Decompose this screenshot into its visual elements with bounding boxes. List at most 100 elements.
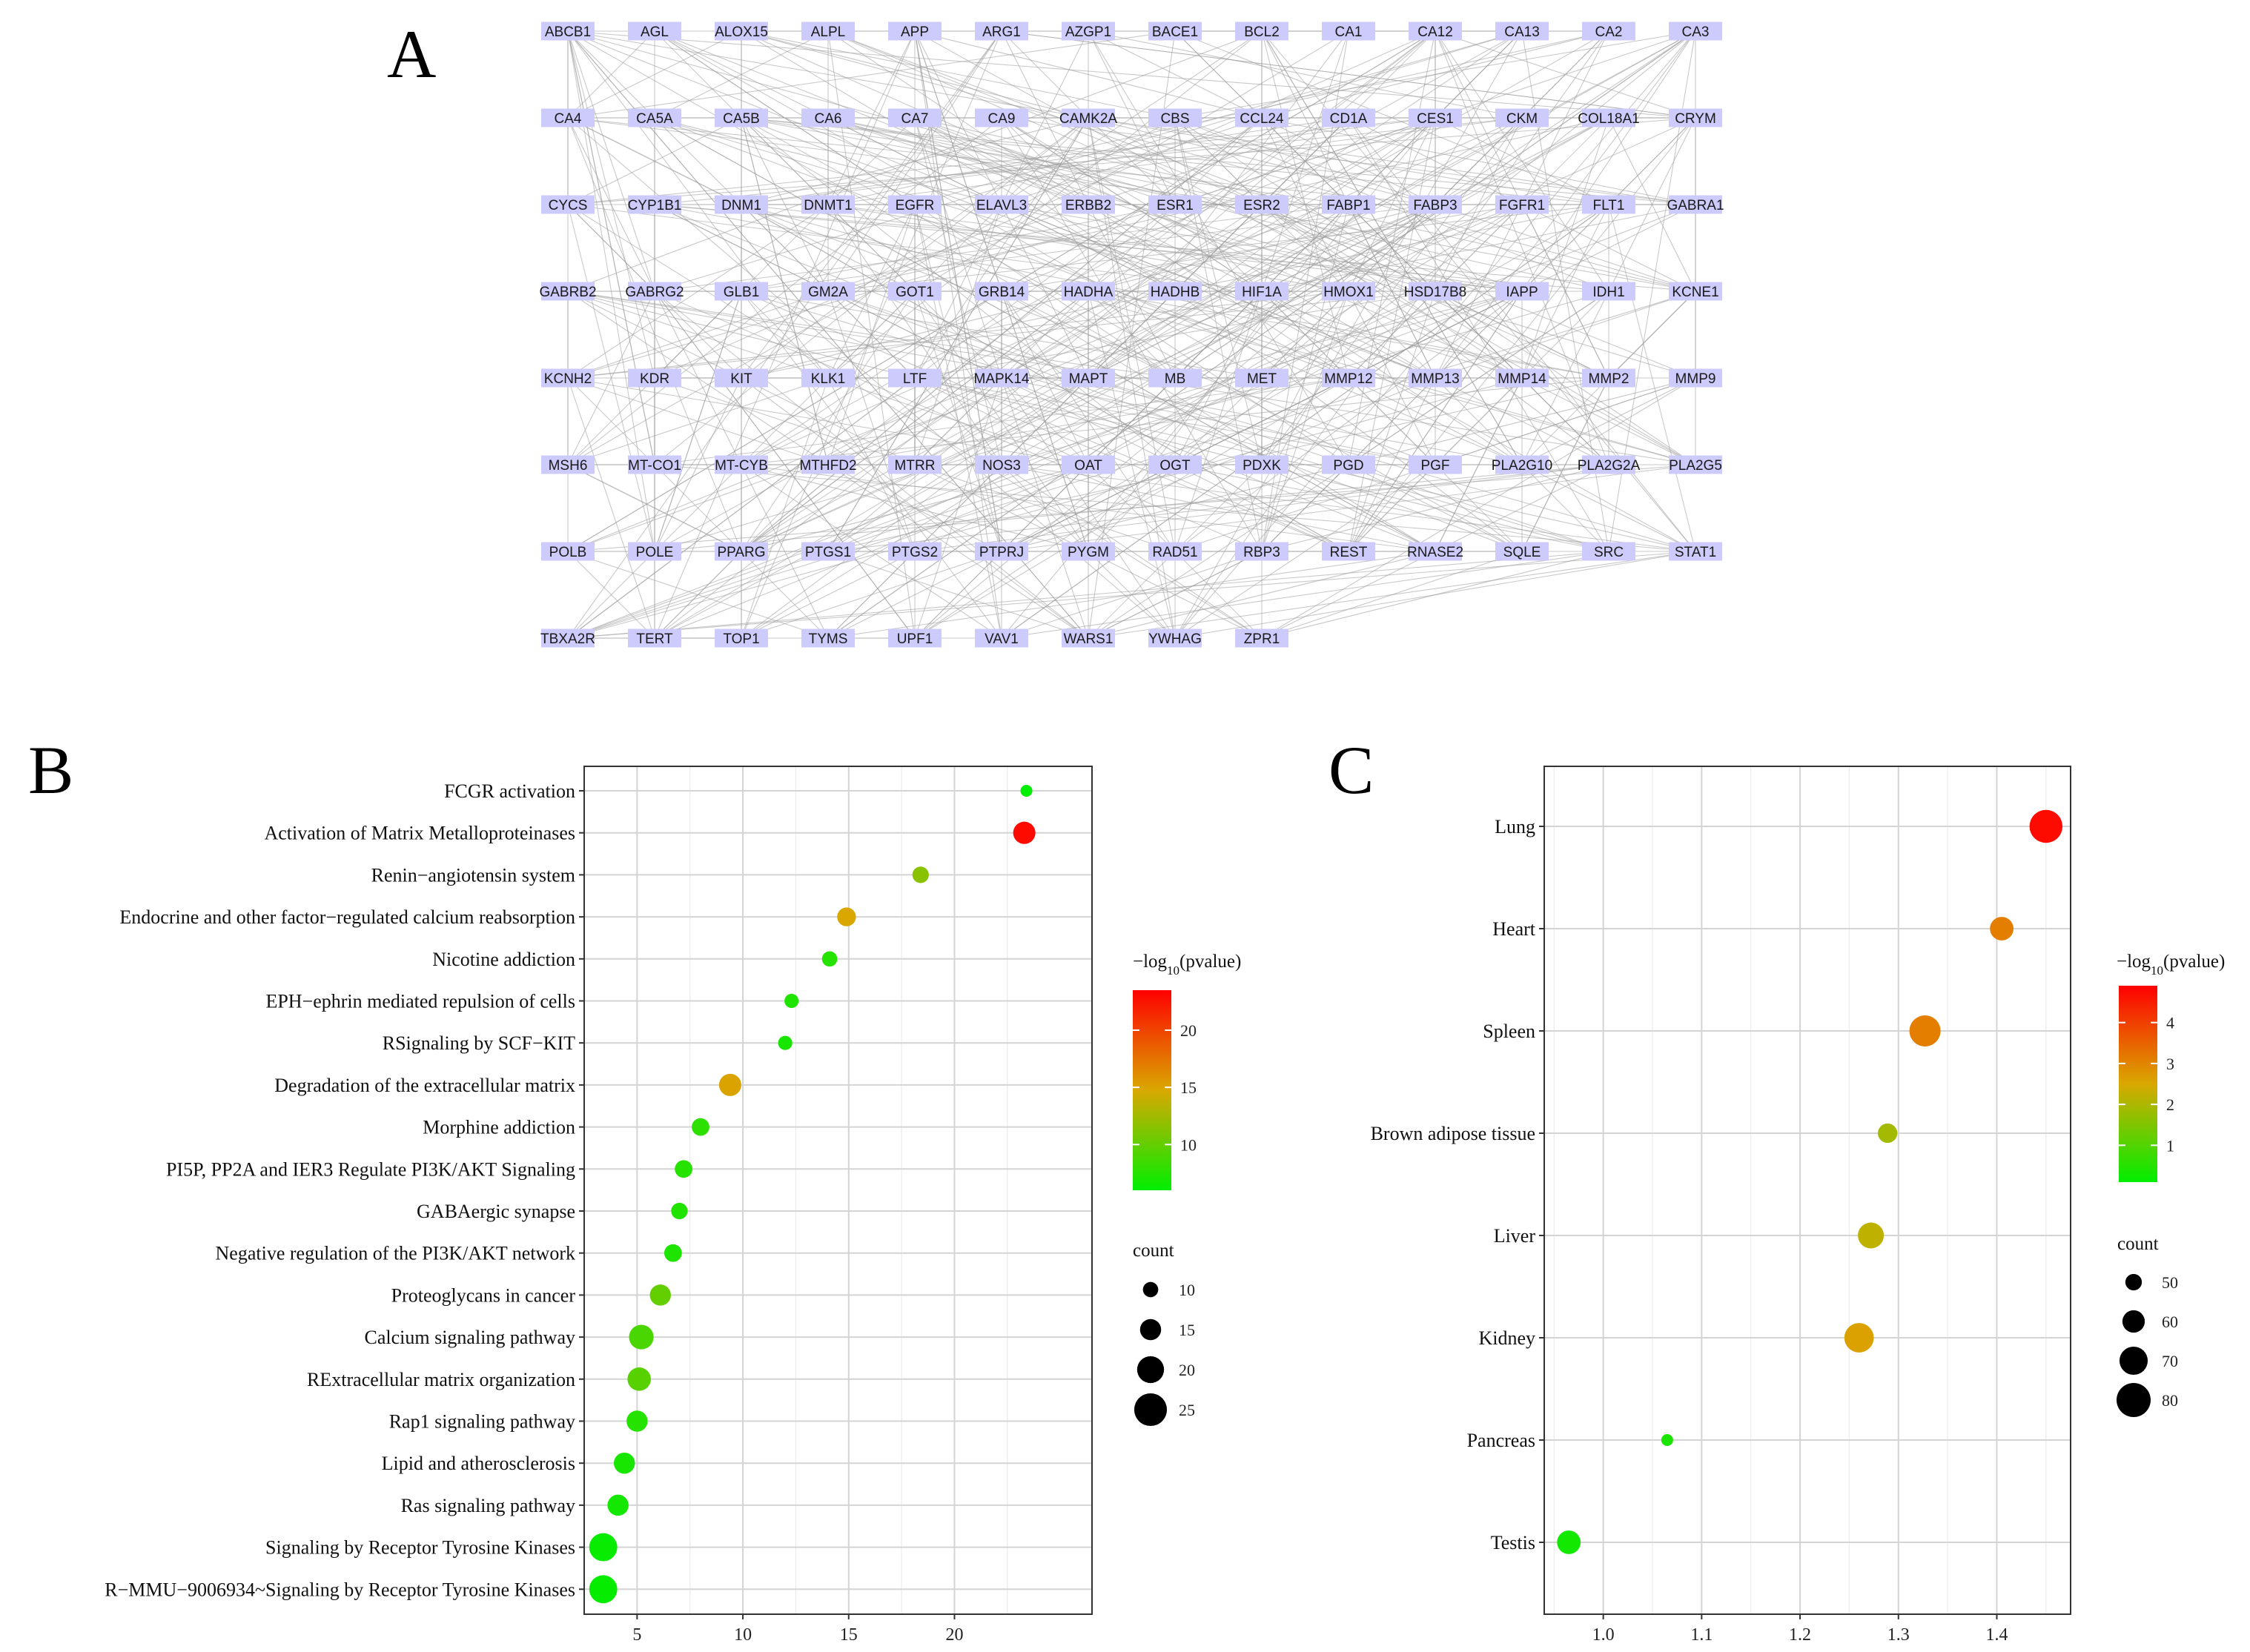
network-node[interactable]: MT-CO1	[628, 455, 681, 474]
network-node[interactable]: CA12	[1409, 21, 1462, 41]
network-node[interactable]: MMP14	[1495, 368, 1549, 388]
network-node[interactable]: REST	[1322, 542, 1375, 561]
network-node[interactable]: MMP9	[1669, 368, 1722, 388]
network-node[interactable]: KCNE1	[1669, 282, 1722, 301]
network-node[interactable]: KDR	[628, 368, 681, 388]
data-point[interactable]	[692, 1118, 709, 1136]
network-node[interactable]: HADHB	[1148, 282, 1202, 301]
network-node[interactable]: HADHA	[1062, 282, 1115, 301]
network-node[interactable]: FABP1	[1322, 195, 1375, 214]
network-node[interactable]: BCL2	[1235, 21, 1288, 41]
network-node[interactable]: PDXK	[1235, 455, 1288, 474]
network-node[interactable]: FGFR1	[1495, 195, 1549, 214]
network-node[interactable]: MMP13	[1409, 368, 1462, 388]
network-node[interactable]: OGT	[1148, 455, 1202, 474]
network-node[interactable]: NOS3	[975, 455, 1028, 474]
network-node[interactable]: RNASE2	[1407, 542, 1463, 561]
network-node[interactable]: CD1A	[1322, 108, 1375, 127]
network-node[interactable]: ZPR1	[1235, 628, 1288, 648]
network-node[interactable]: GOT1	[888, 282, 942, 301]
network-node[interactable]: GABRG2	[625, 282, 684, 301]
data-point[interactable]	[1557, 1530, 1581, 1554]
network-node[interactable]: TBXA2R	[540, 628, 595, 648]
network-node[interactable]: ERBB2	[1062, 195, 1115, 214]
network-node[interactable]: MET	[1235, 368, 1288, 388]
network-node[interactable]: GABRB2	[539, 282, 597, 301]
data-point[interactable]	[837, 907, 856, 926]
network-node[interactable]: GABRA1	[1667, 195, 1724, 214]
network-node[interactable]: IDH1	[1582, 282, 1635, 301]
network-node[interactable]: VAV1	[975, 628, 1028, 648]
data-point[interactable]	[629, 1324, 654, 1350]
network-node[interactable]: PYGM	[1062, 542, 1115, 561]
network-node[interactable]: PLA2G2A	[1578, 455, 1641, 474]
data-point[interactable]	[613, 1452, 635, 1474]
network-node[interactable]: STAT1	[1669, 542, 1722, 561]
network-node[interactable]: ARG1	[975, 21, 1028, 41]
network-node[interactable]: AGL	[628, 21, 681, 41]
data-point[interactable]	[589, 1533, 618, 1562]
network-node[interactable]: CBS	[1148, 108, 1202, 127]
network-node[interactable]: COL18A1	[1578, 108, 1640, 127]
network-node[interactable]: ALPL	[801, 21, 855, 41]
network-node[interactable]: TOP1	[715, 628, 768, 648]
network-node[interactable]: APP	[888, 21, 942, 41]
network-node[interactable]: CKM	[1495, 108, 1549, 127]
network-node[interactable]: FLT1	[1582, 195, 1635, 214]
network-node[interactable]: CA13	[1495, 21, 1549, 41]
data-point[interactable]	[718, 1073, 741, 1096]
network-node[interactable]: ESR1	[1148, 195, 1202, 214]
data-point[interactable]	[627, 1367, 652, 1391]
network-node[interactable]: CCL24	[1235, 108, 1288, 127]
data-point[interactable]	[607, 1494, 629, 1516]
network-node[interactable]: EGFR	[888, 195, 942, 214]
network-node[interactable]: HIF1A	[1235, 282, 1288, 301]
data-point[interactable]	[1661, 1434, 1673, 1446]
network-node[interactable]: CA3	[1669, 21, 1722, 41]
data-point[interactable]	[821, 951, 838, 967]
network-node[interactable]: ELAVL3	[975, 195, 1028, 214]
network-node[interactable]: SQLE	[1495, 542, 1549, 561]
data-point[interactable]	[675, 1160, 693, 1178]
network-node[interactable]: CRYM	[1669, 108, 1722, 127]
network-node[interactable]: TERT	[628, 628, 681, 648]
network-node[interactable]: DNM1	[715, 195, 768, 214]
network-node[interactable]: POLB	[541, 542, 595, 561]
network-node[interactable]: CA5A	[628, 108, 681, 127]
network-node[interactable]: PLA2G10	[1492, 455, 1552, 474]
network-node[interactable]: RBP3	[1235, 542, 1288, 561]
network-node[interactable]: MTHFD2	[799, 455, 857, 474]
data-point[interactable]	[1990, 917, 2014, 941]
network-node[interactable]: CA6	[801, 108, 855, 127]
network-node[interactable]: HSD17B8	[1404, 282, 1467, 301]
network-node[interactable]: YWHAG	[1148, 628, 1202, 648]
network-node[interactable]: SRC	[1582, 542, 1635, 561]
network-node[interactable]: CA5B	[715, 108, 768, 127]
network-node[interactable]: PTGS1	[801, 542, 855, 561]
network-node[interactable]: HMOX1	[1322, 282, 1375, 301]
network-node[interactable]: KIT	[715, 368, 768, 388]
data-point[interactable]	[2029, 809, 2063, 843]
network-node[interactable]: CA9	[975, 108, 1028, 127]
network-node[interactable]: WARS1	[1062, 628, 1115, 648]
data-point[interactable]	[1013, 821, 1036, 844]
network-node[interactable]: UPF1	[888, 628, 942, 648]
data-point[interactable]	[626, 1410, 648, 1432]
network-node[interactable]: FABP3	[1409, 195, 1462, 214]
data-point[interactable]	[664, 1244, 682, 1262]
network-node[interactable]: CA7	[888, 108, 942, 127]
network-node[interactable]: MAPT	[1062, 368, 1115, 388]
network-node[interactable]: POLE	[628, 542, 681, 561]
data-point[interactable]	[1020, 785, 1033, 797]
network-node[interactable]: PLA2G5	[1669, 455, 1722, 474]
network-node[interactable]: PTPRJ	[975, 542, 1028, 561]
network-node[interactable]: GRB14	[975, 282, 1028, 301]
network-node[interactable]: MMP12	[1322, 368, 1375, 388]
network-node[interactable]: CA2	[1582, 21, 1635, 41]
network-node[interactable]: PGF	[1409, 455, 1462, 474]
network-node[interactable]: MAPK14	[974, 368, 1030, 388]
network-node[interactable]: TYMS	[801, 628, 855, 648]
network-node[interactable]: ESR2	[1235, 195, 1288, 214]
network-node[interactable]: DNMT1	[801, 195, 855, 214]
network-node[interactable]: MMP2	[1582, 368, 1635, 388]
